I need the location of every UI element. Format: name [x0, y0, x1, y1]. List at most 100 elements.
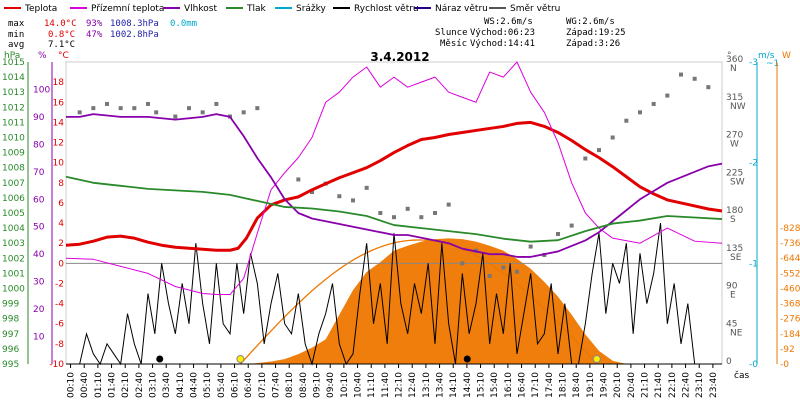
x-tick-label-3: 01:40: [108, 372, 118, 398]
wind-direction-point-33: [556, 231, 560, 236]
wind-direction-point-13: [255, 106, 260, 111]
tick-temp-4: 4: [58, 219, 64, 229]
tick-hpa-999: 999: [2, 300, 19, 310]
x-tick-label-37: 18:40: [572, 372, 582, 398]
wind-direction-point-12: [241, 110, 246, 115]
x-tick-label-16: 08:10: [285, 372, 295, 398]
tick-hpa-995: 995: [2, 360, 19, 370]
wind-direction-point-26: [460, 261, 465, 266]
x-tick-label-15: 07:40: [272, 372, 282, 398]
tick-pct-10: 10: [33, 333, 45, 343]
x-tick-label-34: 17:10: [531, 372, 541, 398]
tick-hpa-1004: 1004: [2, 224, 25, 234]
tick-hpa-1008: 1008: [2, 164, 25, 174]
tick-pct-30: 30: [33, 278, 45, 288]
wind-direction-point-3: [118, 106, 123, 111]
tick-pct-20: 20: [33, 305, 45, 315]
tick-temp--4: -4: [55, 300, 64, 310]
axis-label-ms: m/s: [758, 51, 775, 61]
wind-ws: WS:2.6m/s: [484, 17, 533, 27]
tick-wm2-276: -276: [780, 315, 800, 325]
wind-direction-point-15: [310, 190, 314, 195]
x-axis: 00:10 00:40 01:10 01:40 02:10 02:40 03:10 03:40…: [66, 363, 722, 398]
x-tick-label-7: 03:40: [162, 372, 172, 398]
tick-temp-2: 2: [58, 239, 64, 249]
tick-hpa-997: 997: [2, 330, 19, 340]
wind-direction-point-19: [364, 185, 369, 190]
x-tick-label-42: 21:10: [641, 372, 651, 398]
x-tick-label-43: 21:40: [654, 372, 664, 398]
x-tick-label-39: 19:40: [600, 372, 610, 398]
tick-dir-label-135: SE: [730, 253, 742, 263]
tick-pct-100: 100: [33, 85, 50, 95]
tick-pct-70: 70: [33, 168, 45, 178]
tick-hpa-1015: 1015: [2, 58, 25, 68]
stat-min-temp: 0.8°C: [48, 30, 75, 40]
tick-hpa-1006: 1006: [2, 194, 25, 204]
x-tick-label-4: 02:10: [121, 372, 131, 398]
tick-temp-6: 6: [58, 199, 64, 209]
tick-wm2-460: -460: [780, 284, 800, 294]
x-tick-label-24: 12:10: [395, 372, 405, 398]
moon-label: Měsíc: [440, 39, 467, 49]
tick-hpa-1005: 1005: [2, 209, 25, 219]
tick-hpa-1014: 1014: [2, 73, 25, 83]
solar-radiation-area: [66, 238, 709, 364]
series-line-2: [66, 113, 723, 258]
tick-ms-3: -3: [749, 58, 758, 68]
axis-label-dir: °: [727, 51, 732, 61]
x-tick-label-14: 07:10: [258, 372, 268, 398]
tick-dir-225: 225: [726, 168, 743, 178]
sun-rise-marker: [236, 355, 245, 363]
moon-set-marker: [156, 355, 164, 363]
tick-hpa-1001: 1001: [2, 269, 25, 279]
stat-max-label: max: [8, 19, 25, 29]
axis-label-ms-top: ~1: [766, 59, 779, 69]
wind-direction-point-6: [154, 110, 159, 115]
tick-dir-90: 90: [726, 282, 738, 292]
tick-wm2-92: -92: [780, 345, 795, 355]
x-tick-label-40: 20:10: [613, 372, 623, 398]
stat-min-hum: 47%: [86, 30, 103, 40]
stat-max-rain: 0.0mm: [170, 19, 197, 29]
x-tick-label-8: 04:10: [176, 372, 186, 398]
wind-direction-point-30: [515, 269, 519, 274]
tick-wm2-736: -736: [780, 239, 800, 249]
y-axes: 9959969979989991000100110021003100410051…: [2, 55, 800, 370]
tick-hpa-1010: 1010: [2, 134, 25, 144]
tick-hpa-1012: 1012: [2, 103, 25, 113]
tick-wm2-828: -828: [780, 224, 800, 234]
wind-direction-point-8: [187, 106, 191, 111]
stat-min-label: min: [8, 30, 24, 40]
wind-direction-point-20: [378, 211, 383, 215]
tick-dir-360: 360: [726, 55, 743, 65]
x-tick-label-21: 10:40: [354, 372, 364, 398]
x-tick-label-19: 09:40: [326, 372, 336, 398]
x-tick-label-30: 15:10: [477, 372, 487, 398]
x-tick-label-41: 20:40: [627, 372, 637, 398]
legend-label-6: Náraz větru: [435, 4, 488, 14]
x-tick-label-11: 05:40: [217, 372, 227, 398]
wind-direction-point-41: [665, 93, 670, 98]
tick-temp-16: 16: [53, 98, 65, 108]
tick-dir-0: 0: [726, 357, 732, 367]
wind-direction-point-21: [392, 215, 396, 220]
legend-label-4: Srážky: [296, 4, 327, 14]
x-tick-label-25: 12:40: [408, 372, 418, 398]
tick-wm2-0: -0: [780, 360, 789, 370]
legend-label-2: Vlhkost: [184, 4, 217, 14]
wind-direction-point-37: [610, 135, 615, 140]
wind-direction-point-29: [501, 265, 506, 270]
tick-wm2-184: -184: [780, 330, 800, 340]
tick-temp-12: 12: [53, 139, 64, 149]
sun-moon-info: WS:2.6m/s WG:2.6m/s Slunce Východ:06:23 …: [435, 17, 626, 49]
wind-direction-point-34: [569, 223, 574, 228]
tick-hpa-1011: 1011: [2, 118, 25, 128]
x-tick-label-10: 05:10: [203, 372, 213, 398]
wind-direction-point-10: [214, 101, 219, 106]
x-tick-label-32: 16:10: [504, 372, 514, 398]
tick-dir-label-360: N: [730, 64, 737, 74]
legend-label-5: Rychlost větru: [354, 4, 419, 14]
wind-direction-point-0: [77, 110, 82, 115]
stats-block: max 14.0°C 93% 1008.3hPa 0.0mm min 0.8°C…: [8, 19, 197, 50]
